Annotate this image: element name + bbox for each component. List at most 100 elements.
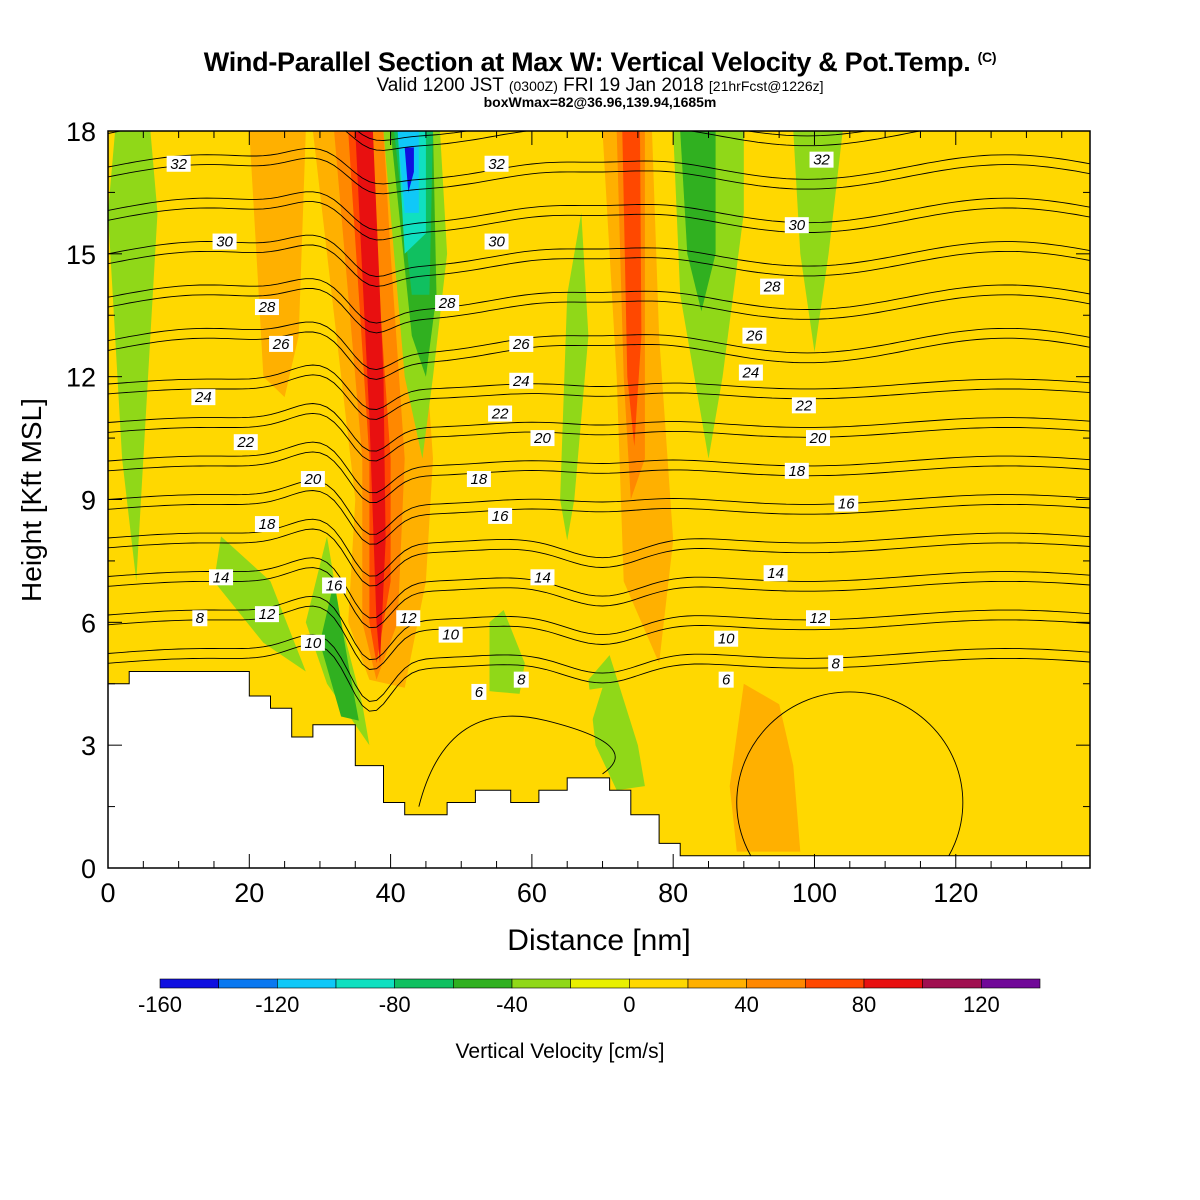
box-info: boxWmax=82@36.96,139.94,1685m — [483, 94, 717, 110]
velocity-region — [249, 131, 306, 398]
theta-label-bg — [742, 327, 767, 344]
theta-contour-line — [108, 490, 1090, 545]
velocity-region — [319, 581, 359, 721]
theta-label-bg — [192, 610, 208, 627]
forecast-info: [21hrFcst@1226z] — [708, 78, 824, 94]
theta-label: 20 — [304, 471, 322, 488]
colorbar-tick-label: -40 — [496, 992, 528, 1017]
theta-contour-line — [108, 321, 1090, 371]
theta-label: 20 — [533, 430, 551, 447]
theta-contour-line — [108, 567, 1090, 629]
theta-label-bg — [484, 233, 509, 250]
y-tick-label: 6 — [81, 608, 96, 638]
theta-contour-line — [108, 634, 1090, 702]
theta-closed-contour — [736, 691, 964, 868]
theta-contour-line — [108, 441, 1090, 494]
chart-subtitle: Valid 1200 JST (0300Z) FRI 19 Jan 2018 [… — [0, 75, 1200, 96]
theta-contour-line — [108, 191, 1090, 231]
chart-title-block: Wind-Parallel Section at Max W: Vertical… — [0, 42, 1200, 109]
theta-label: 6 — [475, 684, 484, 701]
valid-utc: (0300Z) — [508, 78, 558, 94]
velocity-region — [108, 131, 158, 582]
theta-label-bg — [530, 569, 555, 586]
colorbar-swatch — [746, 978, 806, 989]
theta-contour-line — [108, 374, 1090, 420]
y-tick-label: 15 — [66, 240, 96, 270]
velocity-region — [622, 131, 642, 447]
theta-label: 12 — [259, 606, 276, 623]
theta-label-bg — [322, 577, 347, 594]
theta-label: 16 — [492, 508, 509, 525]
colorbar-swatch — [159, 978, 219, 989]
theta-label: 24 — [512, 373, 530, 390]
velocity-region — [355, 131, 386, 664]
colorbar-label: Vertical Velocity [cm/s] — [456, 1040, 665, 1063]
colorbar-tick-label: -120 — [255, 992, 299, 1017]
theta-label: 20 — [809, 430, 827, 447]
colorbar-swatch — [863, 978, 923, 989]
theta-label: 8 — [831, 655, 840, 672]
theta-label-bg — [300, 471, 325, 488]
theta-label-bg — [396, 610, 421, 627]
theta-contour-line — [108, 412, 1090, 462]
theta-label-bg — [714, 630, 739, 647]
theta-label: 18 — [259, 516, 276, 533]
colorbar-swatch — [805, 978, 865, 989]
velocity-region — [729, 683, 801, 852]
y-tick-label: 18 — [66, 117, 96, 147]
theta-label: 8 — [517, 672, 526, 689]
theta-label: 28 — [258, 299, 276, 316]
theta-label-bg — [269, 335, 294, 352]
theta-label: 14 — [213, 569, 230, 586]
x-tick-label: 20 — [234, 878, 264, 908]
velocity-region — [418, 683, 603, 807]
theta-label-bg — [484, 155, 509, 172]
theta-label: 24 — [742, 365, 760, 382]
theta-label: 32 — [813, 152, 830, 169]
theta-label: 26 — [745, 328, 763, 345]
x-tick-label: 80 — [658, 878, 688, 908]
theta-label-bg — [806, 610, 831, 627]
theta-label-bg — [254, 516, 279, 533]
theta-label-bg — [300, 634, 325, 651]
y-tick-label: 3 — [81, 731, 96, 761]
colorbar-swatch — [335, 978, 395, 989]
theta-label: 22 — [491, 406, 509, 423]
theta-contour-line — [108, 364, 1090, 410]
theta-label-bg — [718, 671, 734, 688]
theta-label-bg — [806, 430, 831, 447]
theta-label: 26 — [272, 336, 290, 353]
theta-contour-line — [108, 288, 1090, 334]
theta-label-bg — [834, 495, 859, 512]
y-tick-label: 9 — [81, 486, 96, 516]
x-axis-label: Distance [nm] — [507, 924, 690, 957]
theta-label: 26 — [512, 336, 530, 353]
theta-label-bg — [791, 397, 816, 414]
velocity-region — [588, 655, 645, 791]
theta-label-bg — [191, 389, 216, 406]
colorbar-swatch — [218, 978, 278, 989]
theta-label: 14 — [534, 569, 551, 586]
theta-label-bg — [254, 299, 279, 316]
theta-label: 30 — [788, 217, 805, 234]
theta-label: 22 — [795, 397, 813, 414]
chart-title: Wind-Parallel Section at Max W: Vertical… — [0, 42, 1200, 77]
theta-label: 8 — [196, 610, 205, 627]
theta-contour-line — [108, 201, 1090, 241]
colorbar-swatch — [394, 978, 454, 989]
y-axis-label: Height [Kft MSL] — [16, 398, 47, 602]
theta-label-bg — [435, 294, 460, 311]
theta-label-bg — [784, 217, 809, 234]
colorbar-swatch — [629, 978, 689, 989]
colorbar-tick-label: 0 — [623, 992, 635, 1017]
theta-label-bg — [509, 335, 534, 352]
velocity-region — [793, 131, 843, 353]
theta-label: 32 — [488, 156, 505, 173]
velocity-region — [404, 147, 414, 193]
theta-label: 10 — [305, 635, 322, 652]
theta-label-bg — [530, 430, 555, 447]
velocity-region — [560, 212, 589, 541]
theta-label: 10 — [718, 631, 735, 648]
valid-date: FRI 19 Jan 2018 — [563, 75, 704, 96]
